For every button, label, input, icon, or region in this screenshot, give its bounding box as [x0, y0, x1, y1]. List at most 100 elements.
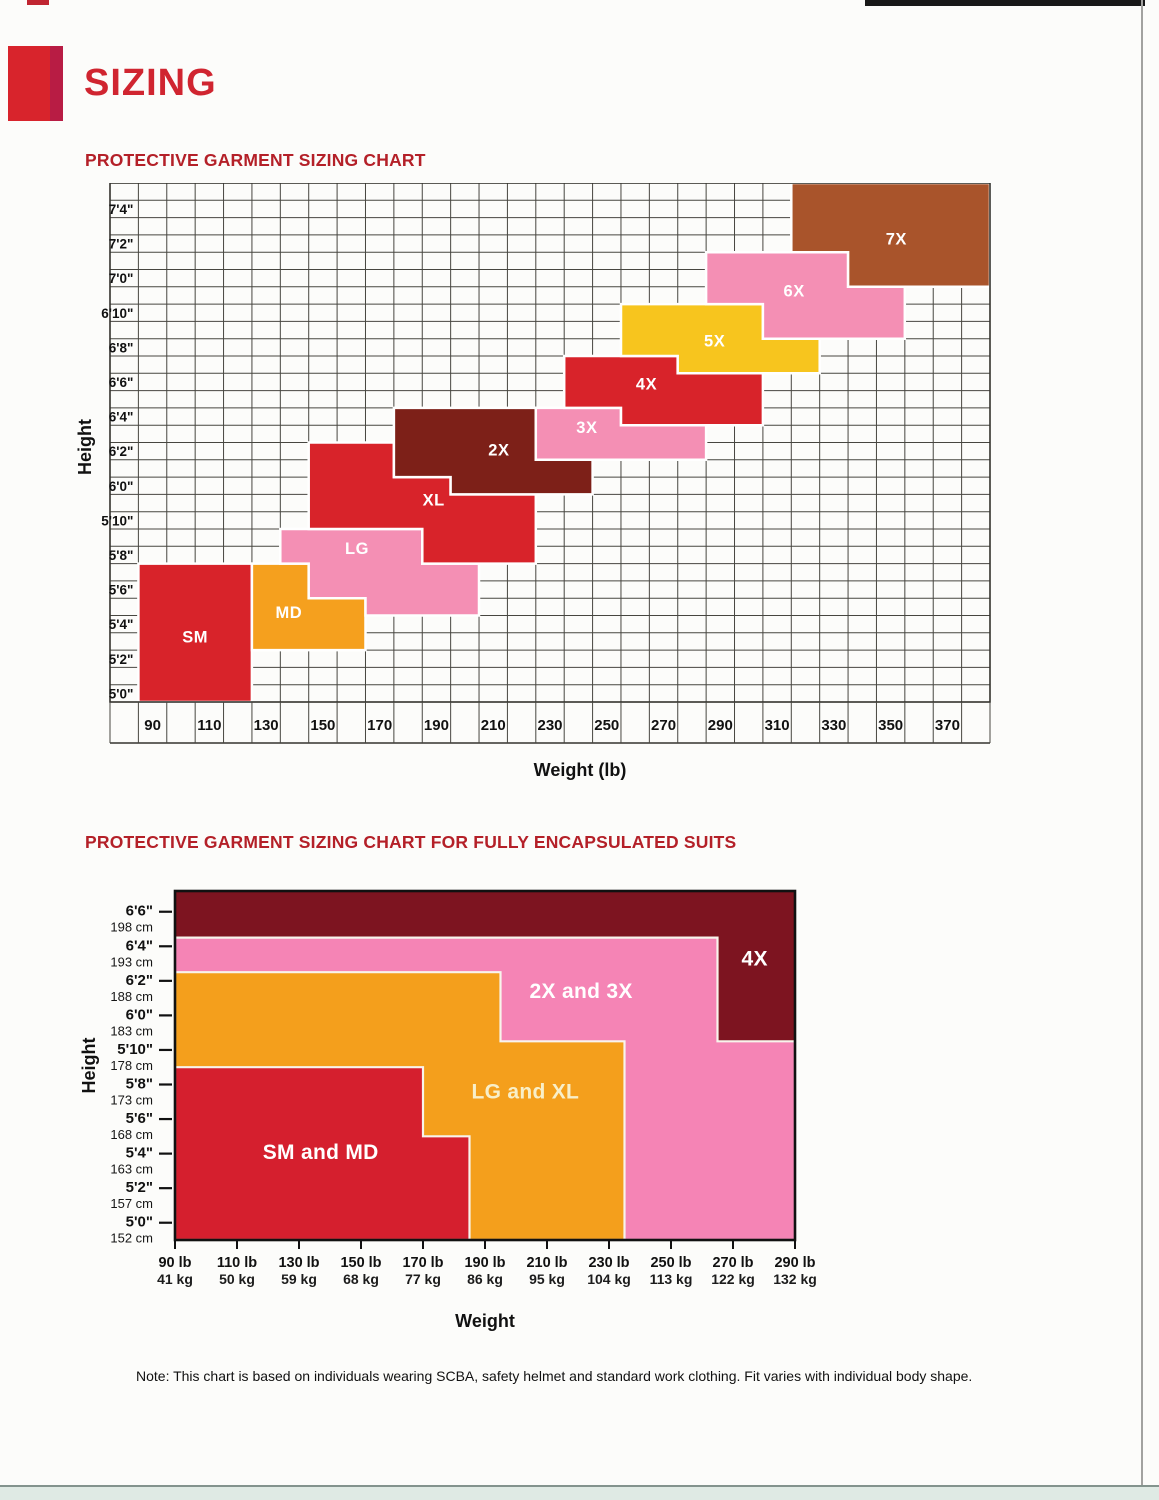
x-axis-label-lb: 250 lb: [650, 1255, 691, 1271]
region-label-4x: 4X: [636, 376, 657, 394]
x-axis-label-kg: 86 kg: [467, 1271, 503, 1287]
x-axis-label-kg: 50 kg: [219, 1271, 255, 1287]
x-axis-label: 170: [367, 717, 392, 734]
y-axis-label: 7'0": [109, 271, 134, 286]
y-axis-label: 5'6": [109, 583, 134, 598]
region-label-sm-and-md: SM and MD: [263, 1141, 379, 1164]
y-axis-label-cm: 173 cm: [110, 1093, 153, 1108]
x-axis-label-kg: 113 kg: [650, 1271, 693, 1287]
y-axis-label: 6'6": [109, 375, 134, 390]
region-label-2x-and-3x: 2X and 3X: [530, 980, 633, 1003]
x-axis-label-lb: 210 lb: [526, 1255, 567, 1271]
plot-border: [109, 183, 991, 703]
x-axis-label-lb: 90 lb: [158, 1255, 191, 1271]
x-axis-label-lb: 290 lb: [774, 1255, 815, 1271]
y-axis-label: 5'8": [109, 548, 134, 563]
x-axis-label: 130: [254, 717, 279, 734]
y-axis-label-cm: 157 cm: [110, 1196, 153, 1211]
y-axis-label-ft: 5'10": [117, 1041, 153, 1058]
x-axis-label-lb: 130 lb: [278, 1255, 319, 1271]
y-axis-label-ft: 6'2": [126, 972, 153, 989]
scan-bottom-band: [0, 1485, 1159, 1500]
x-axis-label: 210: [481, 717, 506, 734]
x-axis-label: 270: [651, 717, 676, 734]
region-label-xl: XL: [423, 492, 445, 510]
x-axis-label-kg: 104 kg: [587, 1271, 631, 1287]
y-axis-label-cm: 163 cm: [110, 1162, 153, 1177]
y-axis-label: 7'2": [109, 237, 134, 252]
y-axis-label-ft: 5'8": [126, 1076, 153, 1093]
x-axis-label-kg: 77 kg: [405, 1271, 441, 1287]
y-axis-label: 6'2": [109, 444, 134, 459]
x-axis-label: 90: [144, 717, 161, 734]
y-axis-label-ft: 5'0": [126, 1214, 153, 1231]
y-axis-label-ft: 6'6": [126, 903, 153, 920]
x-axis-label-kg: 95 kg: [529, 1271, 565, 1287]
x-axis-label: 190: [424, 717, 449, 734]
y-axis-label-ft: 6'4": [126, 937, 153, 954]
y-axis-label-cm: 178 cm: [110, 1058, 153, 1073]
x-axis-label: 330: [821, 717, 846, 734]
region-label-lg-and-xl: LG and XL: [471, 1080, 579, 1103]
y-axis-label: 5'4": [109, 617, 134, 632]
x-axis-label: 230: [537, 717, 562, 734]
x-axis-label-lb: 230 lb: [588, 1255, 629, 1271]
x-axis-label-kg: 59 kg: [281, 1271, 317, 1287]
y-axis-label-ft: 5'4": [126, 1145, 153, 1162]
y-axis-label-cm: 188 cm: [110, 989, 153, 1004]
y-axis-label-ft: 5'2": [126, 1179, 153, 1196]
y-axis-label-cm: 193 cm: [110, 954, 153, 969]
scan-right-edge-line: [1141, 0, 1143, 1488]
x-axis-label-kg: 68 kg: [343, 1271, 379, 1287]
x-axis-label: 290: [708, 717, 733, 734]
y-axis-title: Height: [79, 1037, 99, 1093]
encapsulated-suit-sizing-chart: 4X 2X and 3X LG and XL SM and MD 5'0"152 cm 5…: [79, 889, 817, 1331]
x-axis-label: 110: [197, 717, 221, 734]
x-axis-label-lb: 110 lb: [217, 1255, 257, 1271]
scan-top-left-mark: [27, 0, 49, 5]
x-axis-label-lb: 270 lb: [712, 1255, 753, 1271]
y-axis-label: 5'2": [109, 652, 134, 667]
y-axis-label: 6'8": [109, 340, 134, 355]
y-axis-label-cm: 152 cm: [110, 1231, 153, 1246]
x-axis-label-lb: 190 lb: [464, 1255, 505, 1271]
region-label-6x: 6X: [784, 282, 805, 300]
x-axis-title: Weight (lb): [534, 760, 627, 780]
brand-logo-block: [8, 46, 63, 121]
y-axis-label: 7'4": [109, 202, 134, 217]
x-axis-label: 250: [594, 717, 619, 734]
y-axis-title: Height: [75, 419, 95, 475]
y-axis-label: 5'0": [109, 686, 134, 701]
region-label-2x: 2X: [488, 441, 509, 459]
y-axis-label-cm: 198 cm: [110, 920, 153, 935]
y-axis-label: 5'10": [101, 513, 133, 528]
y-axis-label: 6'4": [109, 410, 134, 425]
y-axis-label: 6'10": [101, 306, 133, 321]
x-axis-title: Weight: [455, 1311, 515, 1331]
y-axis-label-cm: 183 cm: [110, 1023, 153, 1038]
region-label-md: MD: [276, 604, 303, 622]
x-axis-label-lb: 150 lb: [340, 1255, 381, 1271]
x-axis-label-kg: 41 kg: [157, 1271, 193, 1287]
garment-sizing-chart: SM MD LG XL 2X 3X 4X 5X 6X 7X 5'0" 5'2" 5'4" 5'6" 5'8"…: [75, 183, 992, 780]
scan-top-edge-strip: [865, 0, 1145, 6]
x-axis-label: 350: [878, 717, 903, 734]
x-axis-label: 370: [935, 717, 960, 734]
region-label-7x: 7X: [886, 230, 907, 248]
x-axis-label: 150: [310, 717, 335, 734]
chart2-heading: PROTECTIVE GARMENT SIZING CHART FOR FULL…: [85, 832, 737, 852]
x-axis-label-lb: 170 lb: [402, 1255, 443, 1271]
y-axis-label-cm: 168 cm: [110, 1127, 153, 1142]
y-axis-label-ft: 5'6": [126, 1110, 153, 1127]
region-label-lg: LG: [345, 540, 369, 558]
chart1-heading: PROTECTIVE GARMENT SIZING CHART: [85, 150, 426, 170]
x-axis-label: 310: [765, 717, 790, 734]
region-label-3x: 3X: [576, 419, 597, 437]
y-axis-label-ft: 6'0": [126, 1006, 153, 1023]
brand-logo-stripe: [50, 46, 63, 121]
x-axis-label-kg: 122 kg: [711, 1271, 755, 1287]
region-label-5x: 5X: [704, 332, 725, 350]
region-label-4x: 4X: [742, 947, 768, 970]
page-title: SIZING: [84, 62, 217, 104]
